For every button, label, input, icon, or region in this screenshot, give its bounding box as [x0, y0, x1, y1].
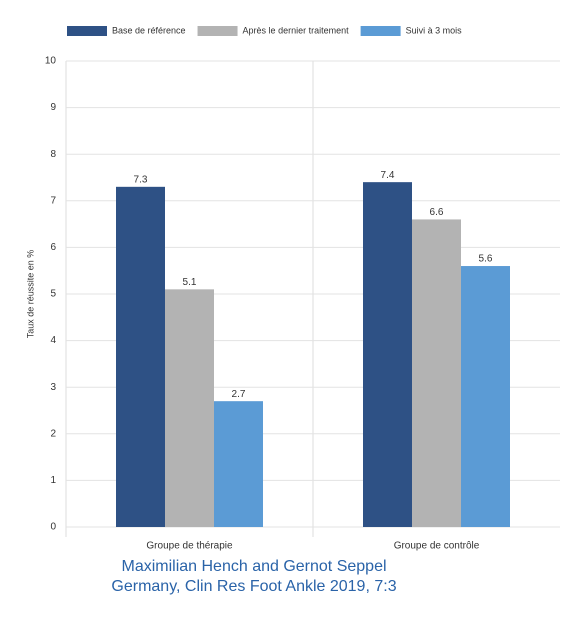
value-label: 7.4: [381, 170, 395, 181]
y-tick-label: 7: [50, 195, 56, 206]
y-tick-label: 1: [50, 475, 56, 486]
legend-swatch: [197, 26, 238, 36]
legend-label: Base de référence: [112, 25, 186, 35]
y-tick-label: 0: [50, 522, 56, 533]
legend-swatch: [360, 26, 401, 36]
caption-line: Maximilian Hench and Gernot Seppel: [121, 558, 386, 575]
y-tick-label: 10: [45, 56, 57, 67]
legend-label: Après le dernier traitement: [243, 25, 350, 35]
y-tick-label: 4: [50, 335, 56, 346]
y-tick-label: 9: [50, 102, 56, 113]
bar: [412, 219, 461, 527]
caption-line: Germany, Clin Res Foot Ankle 2019, 7:3: [111, 578, 396, 595]
bar: [165, 289, 214, 527]
value-label: 5.1: [183, 277, 197, 288]
value-label: 2.7: [232, 389, 246, 400]
value-label: 7.3: [134, 174, 148, 185]
y-tick-label: 6: [50, 242, 56, 253]
legend-swatch: [67, 26, 107, 36]
legend-label: Suivi à 3 mois: [406, 25, 463, 35]
y-tick-label: 3: [50, 382, 56, 393]
x-tick-label: Groupe de contrôle: [394, 541, 480, 552]
bar: [363, 182, 412, 527]
value-label: 6.6: [430, 207, 444, 218]
y-tick-label: 5: [50, 289, 56, 300]
bar: [461, 266, 510, 527]
bar: [214, 401, 263, 527]
bar: [116, 186, 165, 527]
y-tick-label: 2: [50, 428, 56, 439]
y-tick-label: 8: [50, 149, 56, 160]
x-tick-label: Groupe de thérapie: [146, 541, 233, 552]
value-label: 5.6: [479, 254, 493, 265]
y-axis-label: Taux de réussite en %: [25, 250, 35, 339]
